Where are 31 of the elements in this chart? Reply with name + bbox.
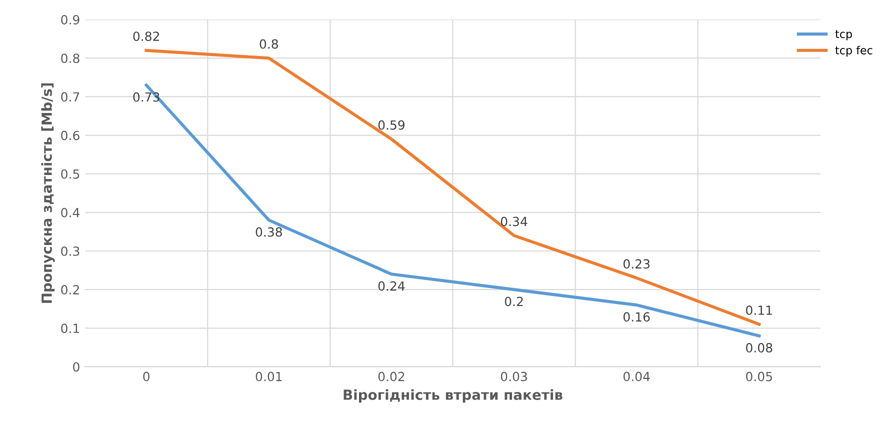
y-tick-label: 0.3 xyxy=(61,246,80,256)
data-label: 0.23 xyxy=(624,259,650,269)
y-tick-label: 0.9 xyxy=(61,15,80,24)
data-label: 0.24 xyxy=(378,281,405,291)
x-tick-label: 0.02 xyxy=(378,372,404,382)
legend-label: tcp fec xyxy=(835,46,872,57)
data-label: 0.11 xyxy=(746,305,772,315)
data-label: 0.59 xyxy=(378,120,404,130)
y-tick-label: 0.4 xyxy=(61,208,80,218)
data-label: 0.2 xyxy=(504,296,523,306)
y-tick-label: 0.2 xyxy=(61,285,79,294)
x-tick-label: 0 xyxy=(143,372,150,382)
x-tick-label: 0.04 xyxy=(624,372,650,382)
data-label: 0.08 xyxy=(746,343,772,352)
y-axis-title: Пропускна здатність [Mb/s] xyxy=(41,83,55,303)
y-tick-label: 0 xyxy=(73,362,80,372)
x-tick-label: 0.05 xyxy=(746,372,772,382)
y-tick-label: 0.5 xyxy=(61,169,80,179)
x-tick-label: 0.01 xyxy=(256,372,282,382)
y-tick-label: 0.7 xyxy=(61,92,80,102)
data-label: 0.8 xyxy=(260,39,278,49)
y-tick-label: 0.1 xyxy=(61,324,80,334)
data-label: 0.38 xyxy=(256,227,282,237)
data-label: 0.16 xyxy=(624,312,650,322)
x-tick-label: 0.03 xyxy=(500,372,527,382)
y-tick-label: 0.6 xyxy=(61,130,80,140)
y-tick-label: 0.8 xyxy=(61,54,80,64)
data-label: 0.34 xyxy=(500,216,528,226)
legend-label: tcp xyxy=(835,30,852,40)
x-axis-title: Вірогідність втрати пакетів xyxy=(344,389,562,403)
data-label: 0.82 xyxy=(133,32,159,42)
